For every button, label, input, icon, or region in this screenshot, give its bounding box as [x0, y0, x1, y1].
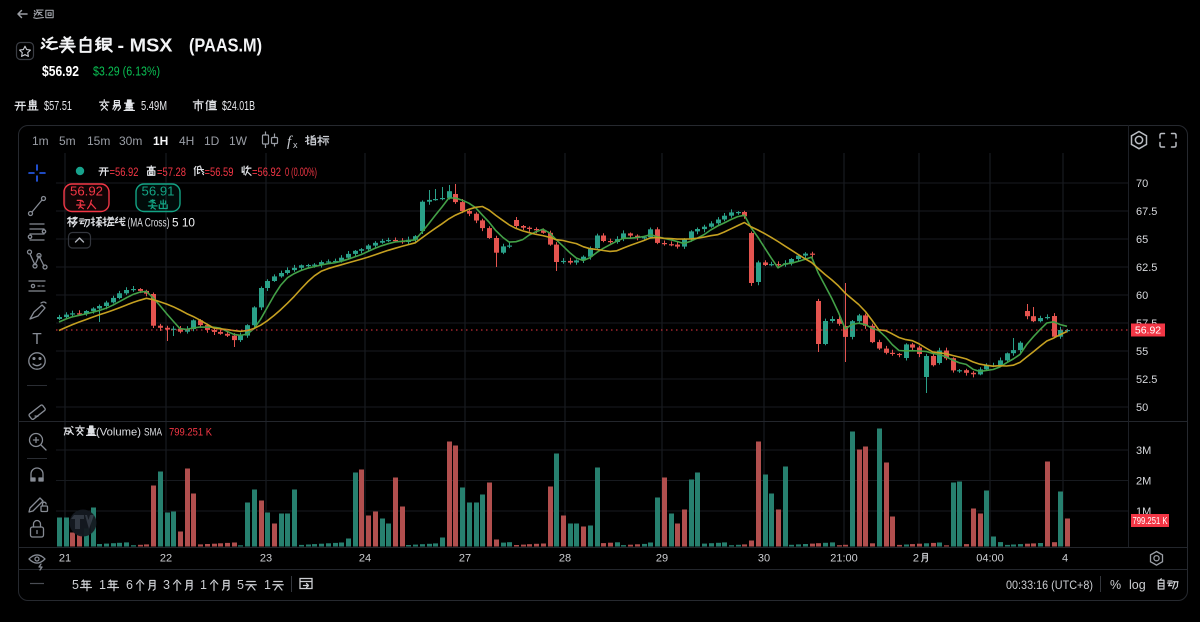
- svg-text:56.91: 56.91: [142, 185, 175, 199]
- svg-text:67.5: 67.5: [1136, 206, 1157, 218]
- svg-text:5: 5: [237, 578, 244, 592]
- svg-text:00:33:16 (UTC+8): 00:33:16 (UTC+8): [1006, 578, 1093, 592]
- svg-text:1: 1: [264, 578, 271, 592]
- svg-text:1: 1: [99, 578, 106, 592]
- svg-text:56.92: 56.92: [70, 185, 103, 199]
- svg-text:3M: 3M: [1136, 445, 1151, 457]
- svg-text:21:00: 21:00: [830, 553, 858, 565]
- svg-text:52.5: 52.5: [1136, 374, 1157, 386]
- svg-text:$24.01B: $24.01B: [222, 99, 255, 113]
- svg-text:(Volume): (Volume): [96, 427, 141, 439]
- svg-text:04:00: 04:00: [976, 553, 1004, 565]
- svg-text:$56.92: $56.92: [42, 63, 79, 80]
- svg-text:15m: 15m: [87, 134, 110, 148]
- svg-text:1W: 1W: [229, 134, 248, 148]
- svg-text:4H: 4H: [179, 134, 194, 148]
- svg-text:23: 23: [260, 553, 272, 565]
- svg-text:60: 60: [1136, 290, 1148, 302]
- svg-text:30m: 30m: [119, 134, 142, 148]
- svg-text:=57.28: =57.28: [157, 165, 186, 179]
- svg-text:$3.29 (6.13%): $3.29 (6.13%): [93, 65, 160, 79]
- svg-text:3: 3: [163, 578, 170, 592]
- svg-text:5m: 5m: [59, 134, 76, 148]
- svg-text:T: T: [32, 331, 42, 348]
- svg-text:28: 28: [559, 553, 571, 565]
- svg-text:2M: 2M: [1136, 476, 1151, 488]
- svg-text:(MA Cross): (MA Cross): [128, 218, 170, 230]
- svg-text:1H: 1H: [153, 134, 168, 148]
- svg-text:21: 21: [59, 553, 71, 565]
- svg-text:799.251 K: 799.251 K: [169, 427, 212, 439]
- svg-text:5: 5: [72, 578, 79, 592]
- svg-text:29: 29: [656, 553, 668, 565]
- svg-text:22: 22: [160, 553, 172, 565]
- svg-text:SMA: SMA: [144, 427, 162, 439]
- svg-text:2: 2: [913, 553, 919, 565]
- svg-text:4: 4: [1062, 553, 1068, 565]
- svg-text:56.92: 56.92: [1135, 325, 1161, 337]
- svg-text:50: 50: [1136, 402, 1148, 414]
- svg-text:$57.51: $57.51: [44, 99, 72, 113]
- svg-text:- MSX: - MSX: [118, 36, 173, 56]
- svg-text:1D: 1D: [204, 134, 220, 148]
- svg-text:799.251 K: 799.251 K: [1133, 516, 1168, 527]
- svg-text:5 10: 5 10: [172, 216, 195, 230]
- svg-text:62.5: 62.5: [1136, 262, 1157, 274]
- svg-text:=56.59: =56.59: [205, 165, 234, 179]
- svg-text:0 (0.00%): 0 (0.00%): [285, 165, 317, 179]
- svg-text:1: 1: [200, 578, 207, 592]
- svg-text:f: f: [287, 134, 293, 150]
- svg-text:6: 6: [126, 578, 133, 592]
- svg-text:1m: 1m: [32, 134, 49, 148]
- svg-text:log: log: [1129, 578, 1146, 592]
- svg-text:70: 70: [1136, 178, 1148, 190]
- svg-text:65: 65: [1136, 234, 1148, 246]
- svg-text:(PAAS.M): (PAAS.M): [189, 36, 262, 56]
- svg-text:55: 55: [1136, 346, 1148, 358]
- svg-text:%: %: [1110, 578, 1121, 592]
- svg-text:x: x: [293, 140, 298, 150]
- svg-text:30: 30: [758, 553, 770, 565]
- svg-text:=56.92: =56.92: [252, 165, 281, 179]
- svg-text:24: 24: [359, 553, 371, 565]
- svg-text:5.49M: 5.49M: [141, 99, 167, 113]
- svg-text:=56.92: =56.92: [110, 165, 139, 179]
- svg-text:27: 27: [459, 553, 471, 565]
